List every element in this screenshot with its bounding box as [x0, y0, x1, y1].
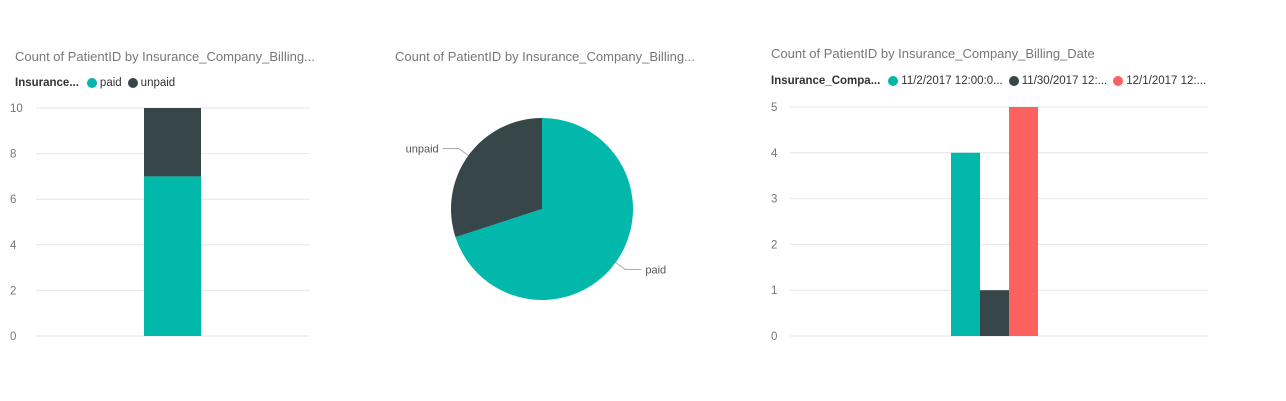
legend-label: 11/2/2017 12:00:0... [901, 75, 1003, 87]
y-tick-label: 0 [771, 331, 777, 343]
chart-title: Count of PatientID by Insurance_Company_… [771, 46, 1095, 61]
legend-label: 11/30/2017 12:... [1021, 75, 1108, 87]
y-tick-label: 5 [771, 102, 777, 114]
bar-series-1 [951, 152, 980, 336]
chart-legend: Insurance... paid unpaid [15, 77, 181, 89]
legend-dot-icon [86, 78, 97, 88]
y-tick-label: 0 [10, 331, 16, 343]
legend-dot-icon [888, 76, 899, 86]
y-tick-label: 4 [10, 240, 17, 252]
bar-paid [144, 176, 201, 336]
pie-chart: paid unpaid [406, 118, 666, 300]
pie-data-label: unpaid [406, 143, 439, 155]
y-tick-label: 10 [10, 103, 23, 115]
pie-slice-paid [455, 118, 633, 300]
legend-label: 12/1/2017 12:... [1126, 75, 1207, 87]
pie-slice-unpaid [451, 118, 542, 238]
legend-dot-icon [1113, 76, 1124, 86]
bar-series-2 [980, 290, 1009, 336]
pie-leader-line [442, 147, 469, 156]
legend-label: unpaid [140, 77, 176, 89]
legend-item-date-3[interactable]: 12/1/2017 12:... [1113, 75, 1206, 87]
legend-dot-icon [127, 78, 138, 88]
legend-title: Insurance_Compa... [771, 75, 881, 87]
pie-visual: Count of PatientID by Insurance_Company_… [380, 0, 720, 401]
y-tick-label: 3 [771, 194, 777, 206]
legend-label: paid [99, 77, 122, 89]
legend-item-paid[interactable]: paid [86, 77, 122, 89]
y-tick-label: 8 [10, 149, 16, 161]
y-tick-label: 2 [771, 239, 777, 251]
stacked-column-visual: Count of PatientID by Insurance_Company_… [0, 0, 330, 401]
chart-title: Count of PatientID by Insurance_Company_… [15, 49, 315, 64]
y-tick-label: 2 [10, 285, 16, 297]
bar-series-3 [1009, 107, 1038, 336]
y-tick-label: 1 [771, 285, 777, 297]
pie-data-label: paid [645, 265, 666, 277]
pie-leader-line [615, 262, 642, 271]
stacked-column-chart: 0 2 4 6 8 10 [10, 103, 310, 343]
clustered-column-chart: 0 1 2 3 4 5 [771, 102, 1208, 343]
chart-legend: Insurance_Compa... 11/2/2017 12:00:0... … [771, 75, 1212, 87]
y-tick-label: 6 [10, 194, 16, 206]
legend-item-date-2[interactable]: 11/30/2017 12:... [1008, 75, 1108, 87]
legend-item-date-1[interactable]: 11/2/2017 12:00:0... [888, 75, 1003, 87]
y-tick-label: 4 [771, 148, 778, 160]
legend-dot-icon [1008, 76, 1019, 86]
bar-unpaid [144, 108, 201, 177]
chart-title: Count of PatientID by Insurance_Company_… [395, 49, 695, 64]
legend-title: Insurance... [15, 77, 79, 89]
legend-item-unpaid[interactable]: unpaid [127, 77, 176, 89]
clustered-column-visual: Count of PatientID by Insurance_Company_… [760, 0, 1220, 401]
